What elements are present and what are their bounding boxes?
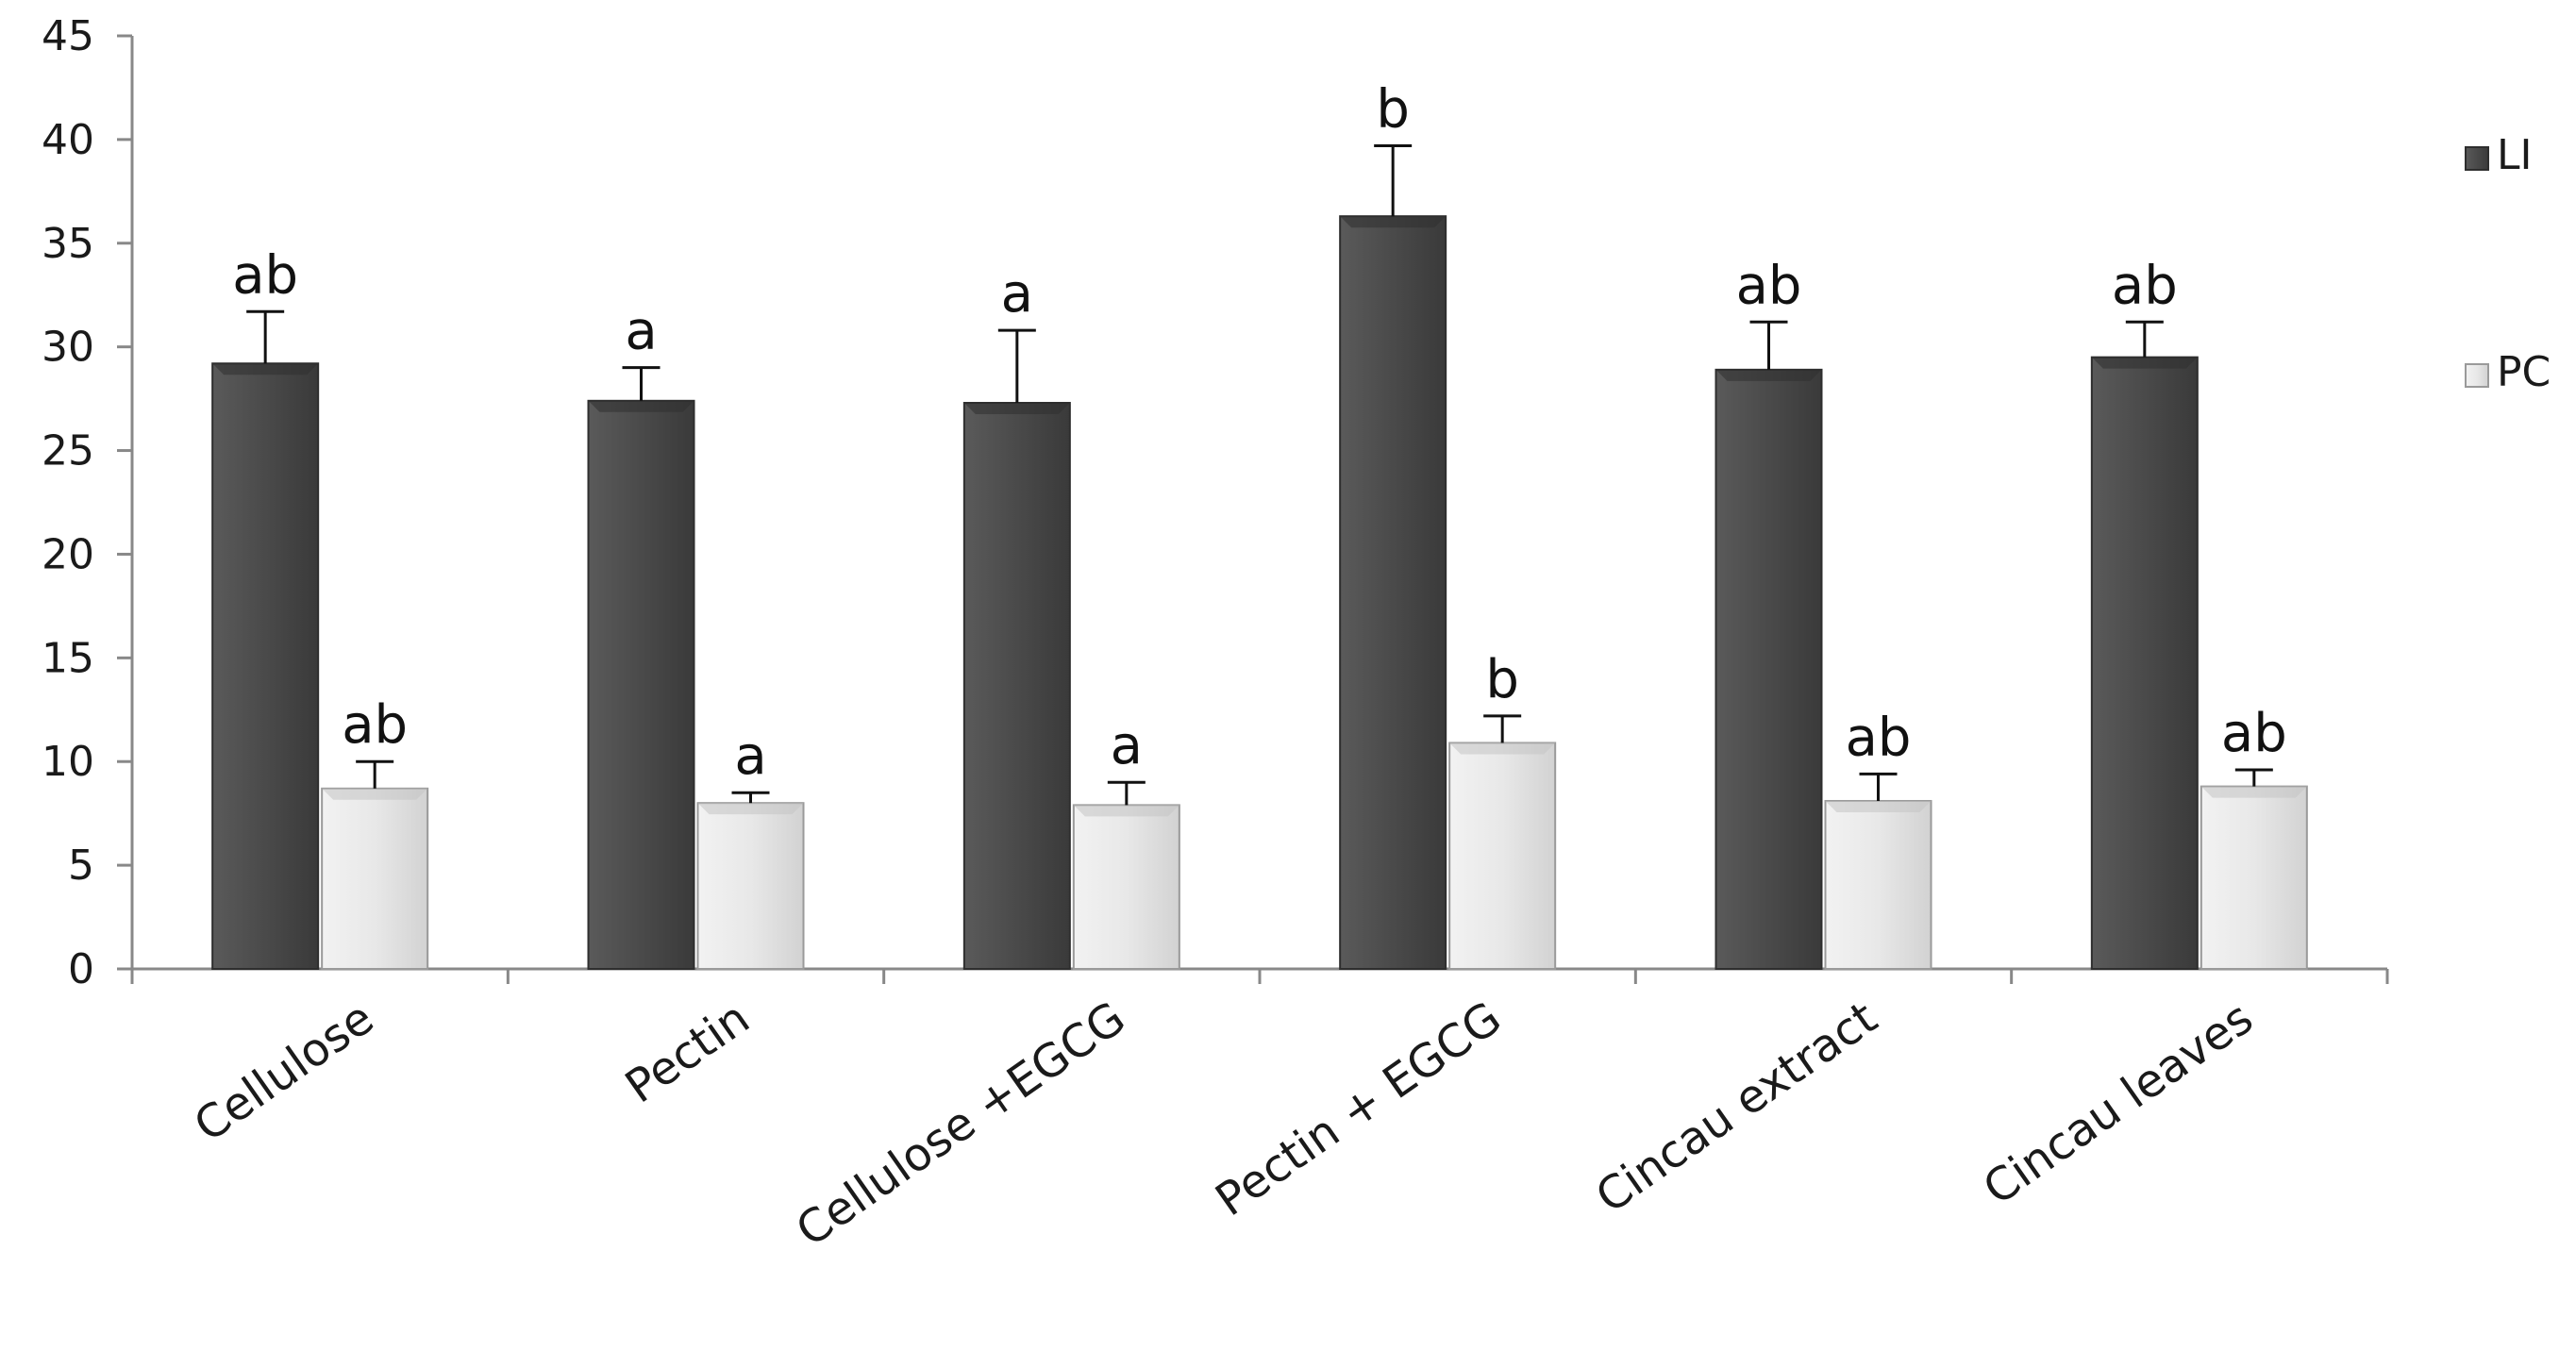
y-tick-label: 30	[42, 324, 94, 372]
y-tick-label: 25	[42, 427, 94, 475]
bar-pc	[321, 787, 429, 970]
category-labels: Cellulose Pectin Cellulose +EGCG Pectin + E…	[185, 992, 2263, 1258]
bar-pc	[1072, 804, 1180, 970]
x-tick-label: Cincau leaves	[1974, 992, 2263, 1215]
significance-label: b	[1376, 78, 1410, 140]
significance-label: a	[734, 726, 766, 787]
bar-pc	[696, 802, 805, 971]
bar-li	[2090, 356, 2199, 970]
y-tick-label: 15	[42, 634, 94, 682]
bar-li	[587, 399, 695, 970]
bar-li	[211, 362, 320, 970]
y-tick-label: 5	[68, 842, 94, 890]
bar-bevel	[588, 400, 694, 412]
legend-swatch-pc	[2465, 363, 2489, 388]
y-tick-label: 10	[42, 738, 94, 786]
legend-swatch-li	[2465, 146, 2489, 171]
bar-bevel	[697, 803, 804, 815]
y-tick-label: 40	[42, 116, 94, 164]
bar-li	[962, 402, 1071, 970]
significance-label: ab	[1736, 255, 1802, 316]
bar-bevel	[212, 363, 319, 375]
significance-label: ab	[2112, 255, 2178, 316]
significance-label: ab	[342, 694, 408, 756]
x-tick-label: Pectin + EGCG	[1206, 992, 1511, 1226]
x-tick-label: Cincau extract	[1586, 992, 1886, 1224]
significance-label: ab	[1846, 707, 1912, 768]
bar-bevel	[2091, 357, 2198, 369]
y-tick-label: 35	[42, 220, 94, 268]
bar-bevel	[1340, 216, 1447, 228]
bar-bevel	[1073, 805, 1179, 817]
significance-label: ab	[2221, 703, 2287, 764]
significance-label: b	[1485, 649, 1519, 710]
significance-label: a	[625, 301, 657, 362]
x-tick-label: Cellulose +EGCG	[787, 992, 1135, 1258]
x-tick-label: Pectin	[616, 992, 759, 1113]
bar-bevel	[1715, 369, 1822, 381]
bar-bevel	[1449, 742, 1556, 755]
bars	[211, 215, 2308, 971]
y-tick-label: 20	[42, 530, 94, 578]
error-bars	[246, 143, 2273, 806]
y-tick-label: 0	[68, 945, 94, 993]
axes: 0 5 10 15 20 25 30 35 40 45	[42, 12, 2389, 993]
significance-label: ab	[232, 244, 298, 306]
y-tick-label: 45	[42, 12, 94, 60]
significance-label: a	[1111, 715, 1143, 776]
bar-li	[1715, 368, 1823, 970]
bar-pc	[1448, 742, 1557, 970]
bar-bevel	[2200, 786, 2307, 798]
legend-label-li: LI	[2497, 131, 2533, 179]
x-tick-label: Cellulose	[185, 992, 383, 1153]
bar-bevel	[963, 403, 1070, 415]
bar-bevel	[1825, 800, 1932, 812]
bar-li	[1339, 215, 1447, 970]
bar-bevel	[322, 788, 428, 800]
significance-label: a	[1001, 263, 1033, 325]
legend-label-pc: PC	[2497, 348, 2551, 396]
bar-pc	[2200, 785, 2308, 971]
bar-pc	[1824, 799, 1932, 970]
legend: LI PC	[2465, 131, 2551, 396]
